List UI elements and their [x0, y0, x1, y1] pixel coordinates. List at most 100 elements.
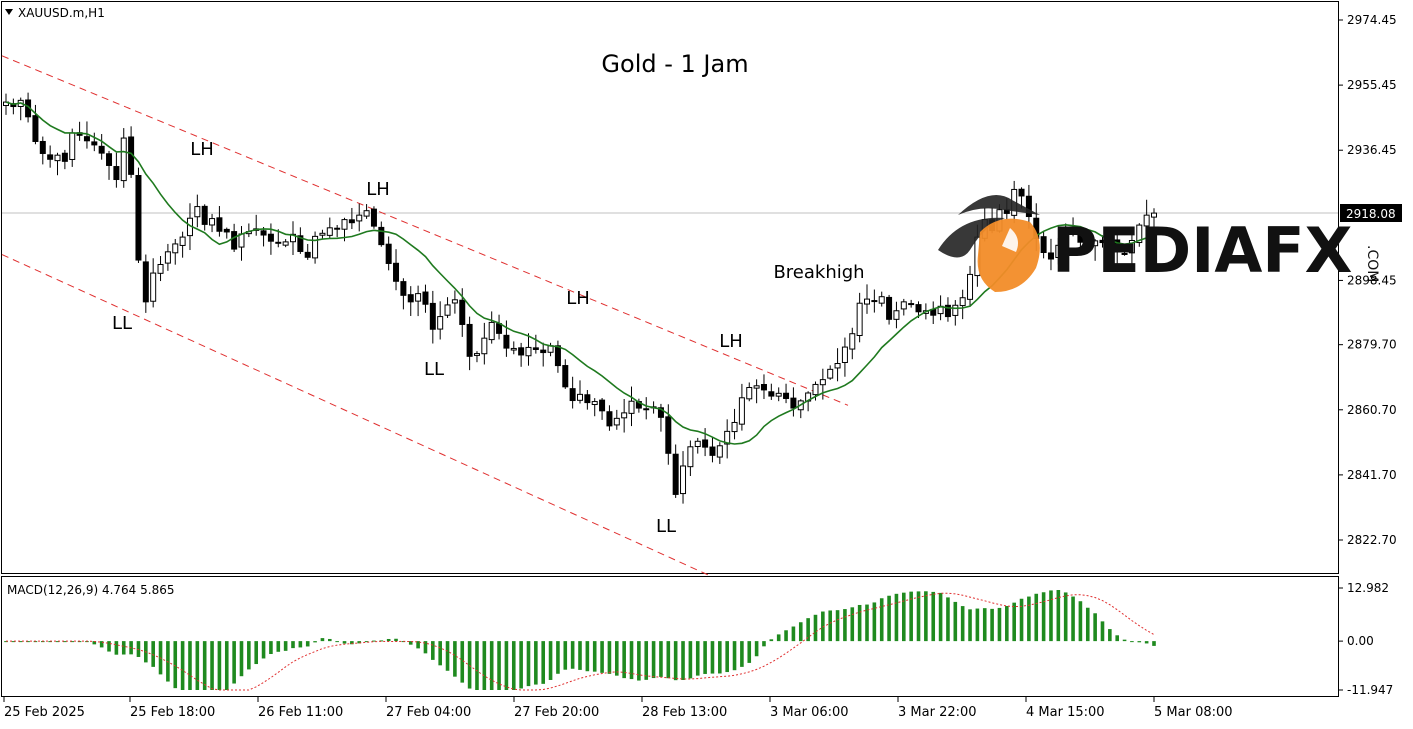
candle — [216, 205, 223, 237]
macd-bar — [997, 607, 1002, 642]
candle — [827, 365, 834, 380]
candle — [819, 368, 826, 400]
macd-bar — [637, 641, 641, 681]
macd-bar — [688, 641, 693, 679]
macd-bar — [614, 641, 619, 676]
candle — [466, 316, 473, 371]
macd-bar — [622, 641, 626, 679]
candle — [540, 342, 547, 367]
macd-bar — [438, 641, 442, 666]
candle — [1040, 231, 1047, 259]
macd-bar — [901, 592, 906, 642]
macd-bar — [195, 641, 200, 690]
macd-bar — [63, 641, 67, 643]
macd-bar — [283, 641, 288, 651]
candle — [510, 341, 517, 355]
annotation-label: LL — [656, 516, 676, 537]
candle — [775, 387, 782, 402]
macd-bar — [136, 641, 141, 657]
macd-bar — [482, 641, 487, 690]
candle — [422, 284, 429, 313]
candle — [348, 207, 355, 230]
macd-bar — [1012, 602, 1016, 642]
macd-bar — [747, 641, 752, 663]
macd-bar — [247, 641, 251, 670]
macd-bar — [769, 639, 774, 642]
macd-bar — [394, 638, 398, 642]
macd-label: MACD(12,26,9) 4.764 5.865 — [7, 583, 174, 597]
macd-bar — [791, 626, 796, 642]
y-tick-label: 2879.70 — [1347, 338, 1397, 352]
macd-bar — [931, 591, 936, 642]
macd-bar — [291, 641, 295, 649]
macd-bar — [585, 641, 590, 672]
macd-histogram: 12.982 0.00 -11.947 — [4, 581, 1393, 697]
macd-bar — [960, 606, 965, 642]
macd-bar — [673, 641, 678, 681]
macd-bar — [188, 641, 192, 690]
candle — [209, 213, 216, 233]
macd-bar — [335, 641, 339, 643]
macd-bar — [1093, 613, 1097, 642]
macd-bar — [725, 641, 729, 673]
macd-bar — [276, 641, 281, 652]
macd-bar — [1005, 605, 1009, 642]
macd-bar — [342, 641, 347, 644]
macd-bar — [872, 602, 877, 642]
macd-bar — [909, 591, 913, 642]
candle — [54, 152, 61, 176]
y-tick-label: 2936.45 — [1347, 143, 1397, 157]
candle — [135, 167, 142, 263]
candle — [1062, 223, 1069, 257]
macd-bar — [1152, 641, 1156, 646]
macd-bar — [1063, 592, 1068, 642]
candle — [694, 437, 701, 454]
macd-bar — [386, 638, 391, 642]
candle — [746, 382, 753, 402]
dropdown-triangle-icon[interactable] — [5, 9, 13, 15]
candle — [319, 229, 326, 240]
candle — [1084, 239, 1091, 254]
candle — [562, 359, 569, 389]
candle — [893, 301, 900, 329]
candle — [1092, 239, 1099, 261]
macd-bar — [548, 641, 553, 680]
macd-bar — [578, 641, 582, 670]
macd-bar — [879, 598, 884, 642]
annotation-label: Breakhigh — [773, 262, 864, 283]
candle — [900, 298, 907, 316]
macd-tick-label: 12.982 — [1347, 581, 1389, 595]
annotations: LH LL LH LH LL LH LL Breakhigh — [112, 139, 865, 537]
candle — [120, 128, 127, 188]
macd-bar — [982, 608, 987, 642]
macd-bar — [563, 641, 568, 670]
macd-bar — [754, 641, 759, 657]
candle — [312, 231, 319, 264]
candle — [113, 152, 120, 188]
candle — [142, 254, 149, 313]
macd-bar — [813, 614, 818, 642]
macd-bar — [850, 607, 855, 642]
candle — [39, 136, 46, 165]
macd-bar — [92, 641, 97, 645]
macd-bar — [269, 641, 273, 655]
macd-bar — [497, 641, 501, 690]
candle — [783, 383, 790, 404]
macd-bar — [629, 641, 634, 680]
macd-bar — [70, 641, 75, 643]
candle — [260, 226, 267, 247]
macd-bar — [953, 601, 958, 642]
macd-bar — [894, 593, 899, 642]
candle — [532, 334, 539, 354]
macd-bar — [1056, 590, 1061, 642]
x-tick-label: 5 Mar 08:00 — [1154, 705, 1233, 720]
candle — [473, 351, 480, 363]
macd-bar — [77, 641, 82, 643]
candle — [518, 342, 525, 367]
candle — [849, 327, 856, 360]
macd-bar — [107, 641, 111, 652]
macd-bar — [975, 608, 980, 642]
macd-bar — [320, 638, 325, 642]
